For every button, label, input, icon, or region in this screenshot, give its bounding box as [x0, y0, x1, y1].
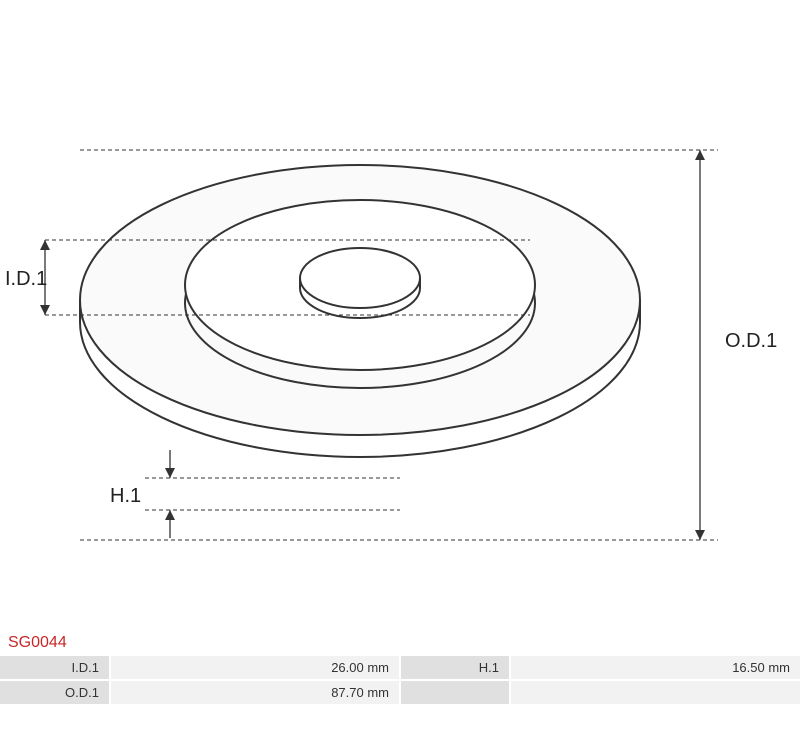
spec-value: 16.50 mm — [510, 656, 800, 680]
spec-label: H.1 — [400, 656, 510, 680]
spec-label: I.D.1 — [0, 656, 110, 680]
diagram-svg — [0, 0, 800, 630]
spec-value: 26.00 mm — [110, 656, 400, 680]
spec-label: O.D.1 — [0, 680, 110, 704]
spec-value — [510, 680, 800, 704]
label-id1: I.D.1 — [5, 268, 47, 291]
spec-table: I.D.126.00 mmH.116.50 mmO.D.187.70 mm — [0, 656, 800, 704]
table-row: O.D.187.70 mm — [0, 680, 800, 704]
spec-value: 87.70 mm — [110, 680, 400, 704]
part-number: SG0044 — [0, 630, 800, 656]
table-row: I.D.126.00 mmH.116.50 mm — [0, 656, 800, 680]
label-h1: H.1 — [110, 485, 141, 508]
label-od1: O.D.1 — [725, 330, 777, 353]
technical-diagram: I.D.1 O.D.1 H.1 — [0, 0, 800, 630]
spec-label — [400, 680, 510, 704]
